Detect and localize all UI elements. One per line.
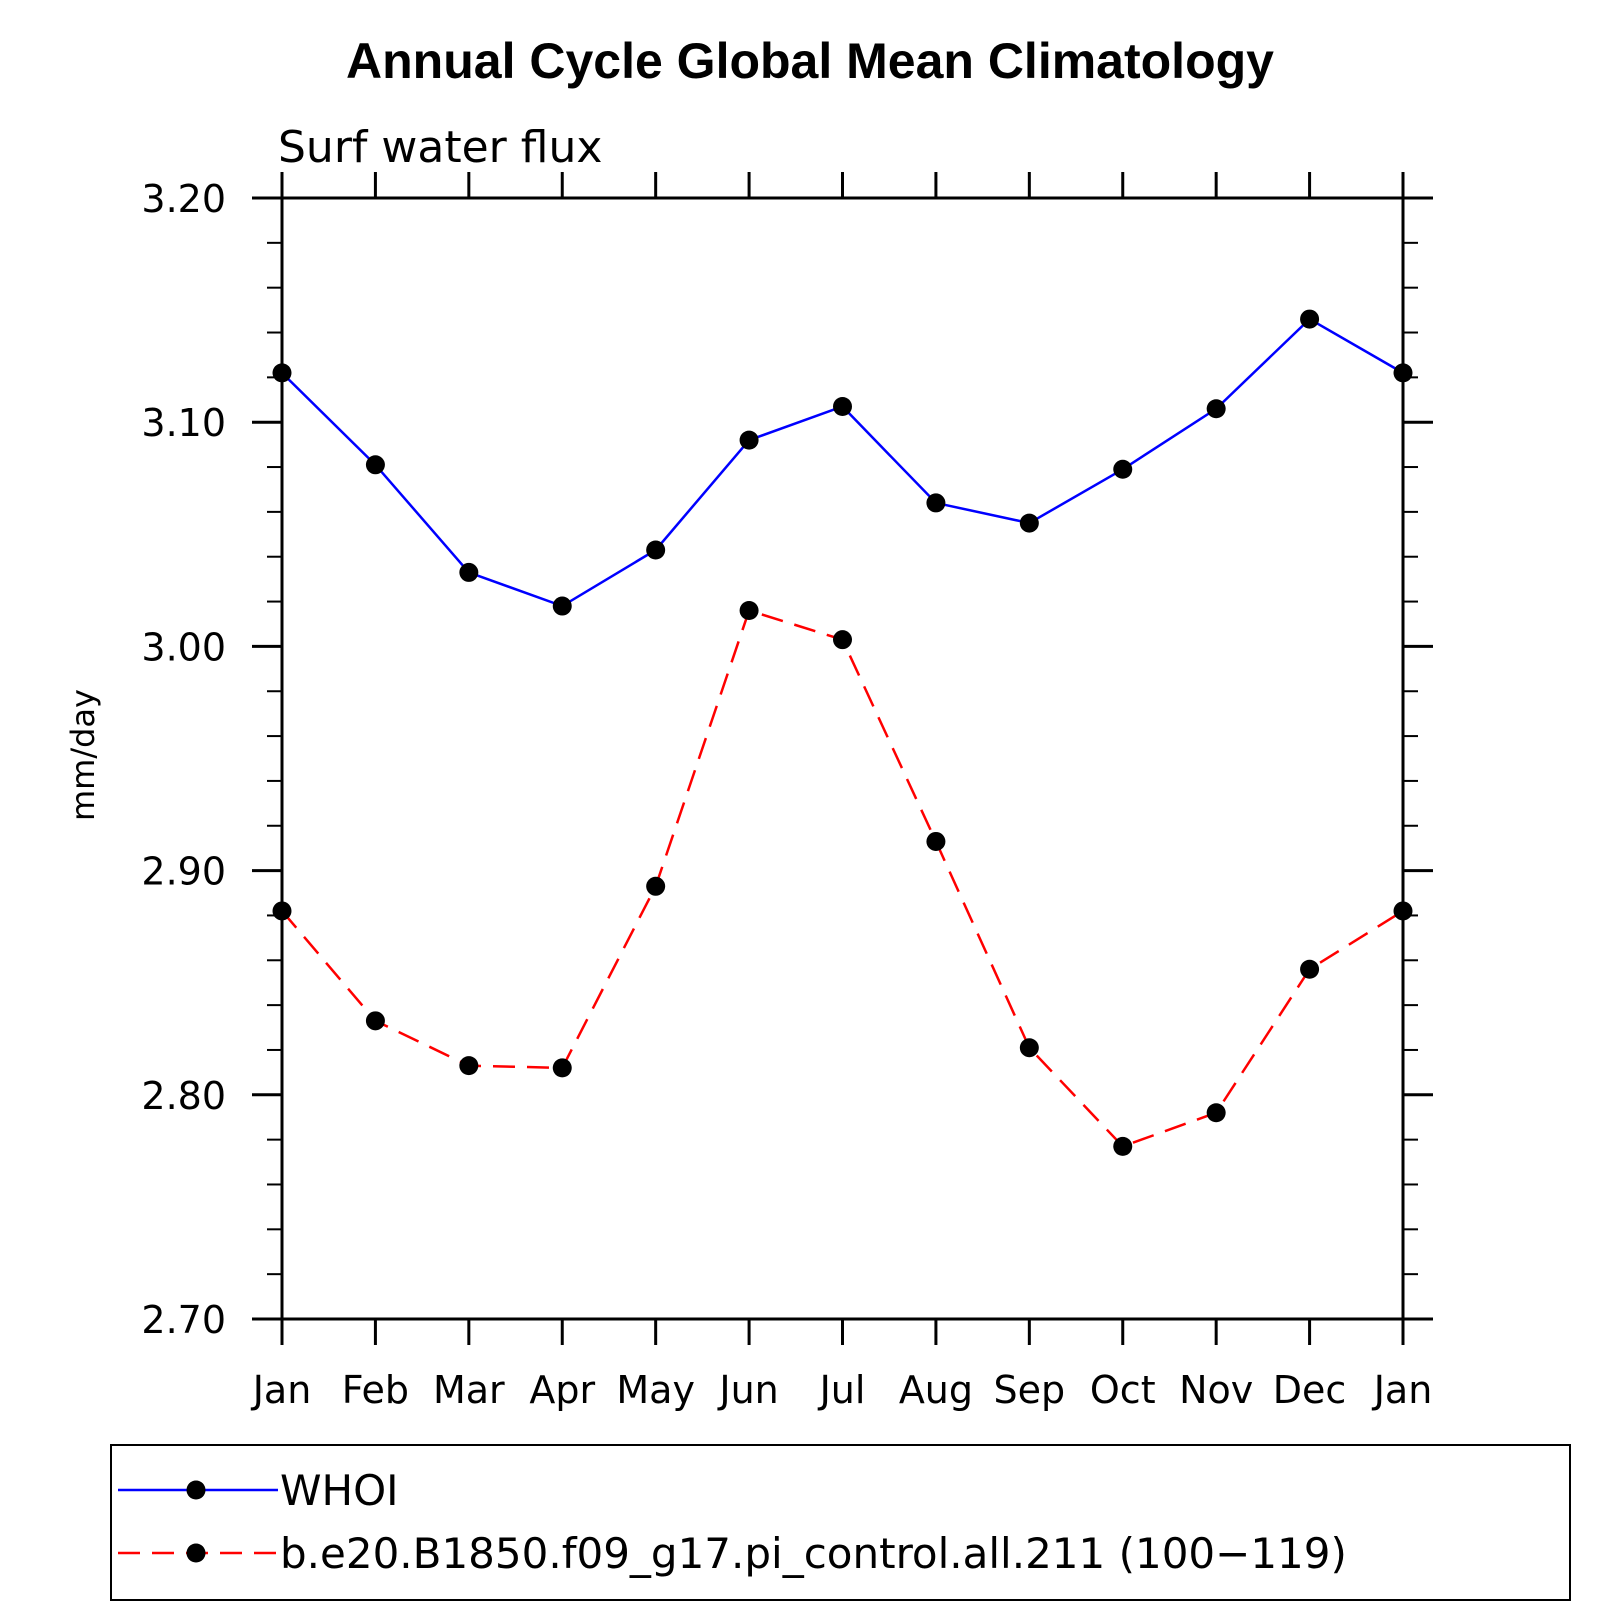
legend-items: WHOI b.e20.B1850.f09_g17.pi_control.all.2… <box>118 1466 1347 1578</box>
y-axis-label: mm/day <box>64 689 102 821</box>
y-tick-label: 2.70 <box>141 1298 226 1342</box>
legend-box <box>110 1444 1571 1601</box>
x-tick-label: Nov <box>1179 1368 1253 1412</box>
data-point <box>926 493 946 513</box>
data-point <box>1393 363 1413 383</box>
x-tick-label: Apr <box>529 1368 595 1412</box>
data-point <box>739 601 759 621</box>
data-point <box>1019 513 1039 533</box>
data-point <box>1113 459 1133 479</box>
y-tick-label: 2.80 <box>141 1074 226 1118</box>
x-tick-label: Aug <box>899 1368 973 1412</box>
axes: Jan Feb Mar Apr May Jun Jul Aug Sep Oct Nov Dec Jan 2… <box>141 172 1433 1412</box>
x-tick-label: Jul <box>818 1368 866 1412</box>
data-point <box>1206 399 1226 419</box>
chart-title: Annual Cycle Global Mean Climatology <box>346 33 1274 89</box>
data-point <box>1393 901 1413 921</box>
y-tick-label: 3.00 <box>141 625 226 669</box>
x-tick-label: Sep <box>994 1368 1066 1412</box>
legend-marker <box>186 1480 206 1500</box>
series-lines <box>281 317 1404 1148</box>
series-points <box>272 309 1413 1156</box>
x-tick-label: Jan <box>251 1368 312 1412</box>
data-point <box>833 397 852 417</box>
data-point <box>459 562 479 582</box>
chart-subtitle: Surf water flux <box>278 122 602 173</box>
data-point <box>646 876 666 896</box>
data-point <box>926 831 946 851</box>
data-point <box>272 363 292 383</box>
x-tick-label: May <box>616 1368 695 1412</box>
series-line-0 <box>281 317 1404 608</box>
data-point <box>459 1056 479 1076</box>
legend: WHOI b.e20.B1850.f09_g17.pi_control.all.2… <box>110 1444 1571 1601</box>
x-tick-label: Feb <box>342 1368 409 1412</box>
legend-label: WHOI <box>280 1466 399 1515</box>
y-tick-label: 2.90 <box>141 850 226 894</box>
data-point <box>646 540 666 560</box>
data-point <box>1019 1038 1039 1058</box>
x-tick-label: Jan <box>1372 1368 1433 1412</box>
data-point <box>739 430 759 450</box>
x-tick-label: Mar <box>433 1368 505 1412</box>
plot-frame <box>280 196 1405 1321</box>
data-point <box>1300 309 1320 329</box>
legend-marker <box>186 1543 206 1563</box>
data-point <box>1113 1136 1133 1156</box>
data-point <box>365 1011 385 1031</box>
x-tick-label: Dec <box>1273 1368 1347 1412</box>
legend-label: b.e20.B1850.f09_g17.pi_control.all.211 (… <box>280 1529 1347 1578</box>
data-point <box>1206 1103 1226 1123</box>
data-point <box>272 901 292 921</box>
x-tick-label: Jun <box>717 1368 778 1412</box>
data-point <box>833 630 852 650</box>
series-line-1 <box>281 608 1404 1148</box>
data-point <box>1300 959 1320 979</box>
x-tick-label: Oct <box>1090 1368 1156 1412</box>
data-point <box>552 1058 572 1078</box>
data-point <box>552 596 572 616</box>
data-point <box>365 455 385 475</box>
y-tick-label: 3.20 <box>141 177 226 221</box>
y-tick-label: 3.10 <box>141 401 226 445</box>
